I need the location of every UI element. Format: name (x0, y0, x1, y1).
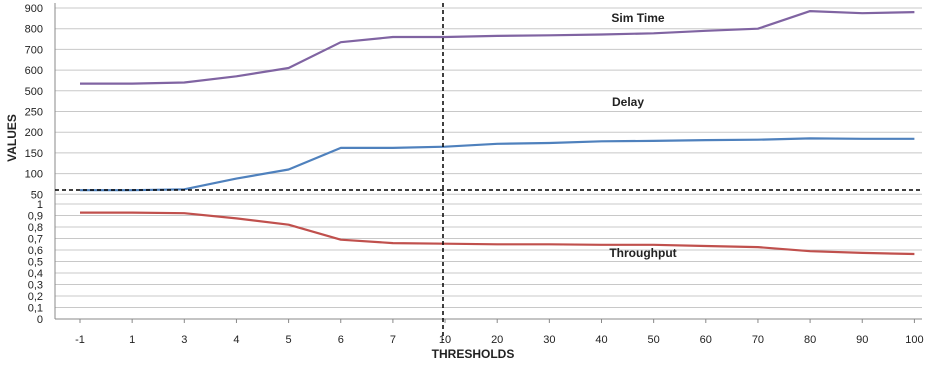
series-line-sim-time (80, 10, 915, 85)
y-tick-label-upper: 600 (25, 65, 43, 77)
y-tick-labels: 9008007006005002502001501005010,90,80,70… (25, 3, 43, 326)
y-tick-label-upper: 500 (25, 86, 43, 98)
x-tick-label: 80 (804, 334, 816, 346)
y-tick-label-lower: 0,9 (28, 211, 43, 223)
series-label-throughput: Throughput (609, 246, 676, 260)
x-tick-labels: -1 1 3 4 5 6 7 10 20 30 40 50 60 70 80 90 100 (75, 334, 923, 346)
x-tick-label: 40 (595, 334, 607, 346)
y-tick-label-lower: 0,5 (28, 257, 43, 269)
x-tick-label: 7 (390, 334, 396, 346)
x-axis-title: THRESHOLDS (432, 347, 515, 361)
y-tick-label-lower: 0 (37, 314, 43, 326)
series-label-sim-time: Sim Time (611, 11, 664, 25)
x-tick-label: -1 (75, 334, 85, 346)
x-tick-label: 20 (491, 334, 503, 346)
y-tick-label-lower: 0,8 (28, 222, 43, 234)
y-tick-label-upper: 250 (25, 107, 43, 119)
y-tick-label-upper: 700 (25, 44, 43, 56)
x-tick-label: 1 (129, 334, 135, 346)
y-tick-label-lower: 0,3 (28, 280, 43, 292)
x-tick-label: 60 (700, 334, 712, 346)
x-tick-label: 4 (233, 334, 239, 346)
x-tick-label: 10 (439, 334, 451, 346)
series-line-delay (80, 137, 915, 192)
gridlines (55, 7, 922, 308)
series-lines (80, 10, 915, 256)
y-tick-label-upper: 50 (31, 189, 43, 201)
x-tick-label: 70 (752, 334, 764, 346)
series-line-throughput (80, 211, 915, 256)
y-tick-label-upper: 800 (25, 24, 43, 36)
x-tick-label: 3 (181, 334, 187, 346)
y-tick-label-upper: 900 (25, 3, 43, 15)
y-tick-label-lower: 0,1 (28, 303, 43, 315)
x-tick-label: 6 (338, 334, 344, 346)
x-tick-label: 30 (543, 334, 555, 346)
series-label-delay: Delay (612, 95, 644, 109)
y-tick-label-lower: 0,2 (28, 291, 43, 303)
y-tick-label-upper: 150 (25, 148, 43, 160)
y-tick-label-upper: 100 (25, 169, 43, 181)
y-tick-label-upper: 200 (25, 127, 43, 139)
series-labels: Sim Time Delay Throughput (609, 11, 676, 260)
x-tick-label: 5 (286, 334, 292, 346)
dividers (55, 3, 922, 340)
x-tick-label: 50 (648, 334, 660, 346)
y-axis-title: VALUES (5, 114, 19, 162)
y-tick-label-lower: 0,6 (28, 245, 43, 257)
y-tick-label-lower: 1 (37, 199, 43, 211)
y-tick-label-lower: 0,4 (28, 268, 43, 280)
axes (54, 3, 922, 323)
x-tick-label: 90 (856, 334, 868, 346)
y-tick-label-lower: 0,7 (28, 234, 43, 246)
x-tick-label: 100 (905, 334, 923, 346)
